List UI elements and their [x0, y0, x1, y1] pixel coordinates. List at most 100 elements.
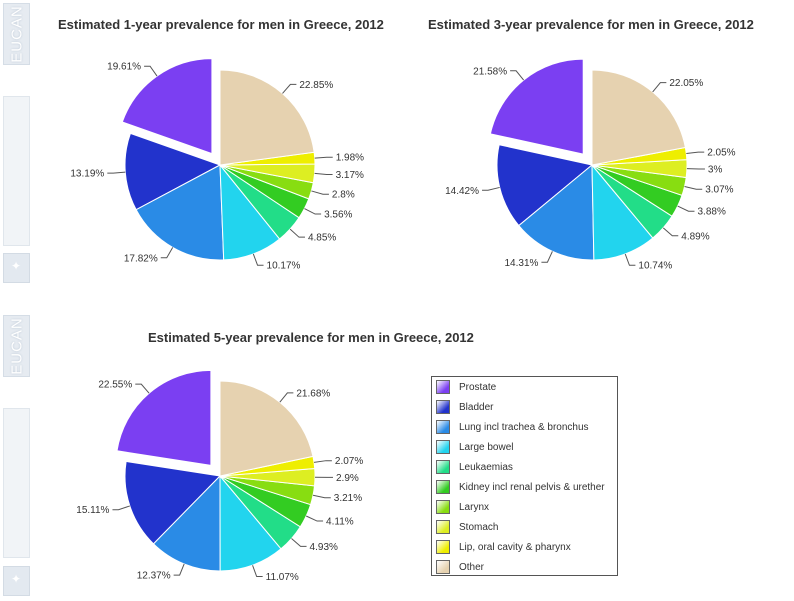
pie-data-label: 11.07% — [266, 572, 299, 583]
legend-label: Larynx — [459, 501, 490, 513]
pie-leader-line — [144, 65, 158, 77]
legend-item-other[interactable]: Other — [436, 559, 484, 575]
legend-swatch — [436, 520, 450, 534]
legend-label: Lip, oral cavity & pharynx — [459, 541, 571, 553]
pie-data-label: 10.17% — [267, 261, 301, 272]
pie-leader-line — [282, 83, 297, 94]
pie-data-label: 13.19% — [70, 169, 104, 180]
pie-data-label: 3.17% — [336, 170, 364, 181]
pie-leader-line — [313, 460, 332, 463]
eu-flag-icon — [3, 566, 30, 596]
pie-leader-line — [314, 156, 333, 159]
pie-leader-line — [311, 190, 329, 195]
pie-data-label: 2.8% — [332, 190, 355, 201]
legend-label: Leukaemias — [459, 461, 513, 473]
legend-swatch — [436, 400, 450, 414]
legend-item-bladder[interactable]: Bladder — [436, 399, 493, 415]
legend-item-stomach[interactable]: Stomach — [436, 519, 498, 535]
pie-leader-line — [289, 228, 305, 238]
legend-item-kidney[interactable]: Kidney incl renal pelvis & urether — [436, 479, 605, 495]
pie-leader-line — [312, 494, 331, 499]
pie-leader-line — [252, 565, 263, 578]
legend-item-leukaemias[interactable]: Leukaemias — [436, 459, 513, 475]
pie-data-label: 3.88% — [697, 207, 725, 218]
legend-swatch — [436, 420, 450, 434]
pie-leader-line — [305, 515, 324, 522]
pie-data-label: 22.05% — [669, 78, 703, 89]
pie-leader-line — [107, 171, 126, 174]
legend-swatch — [436, 500, 450, 514]
legend-swatch — [436, 560, 450, 574]
pie-leader-line — [541, 251, 553, 263]
legend-label: Prostate — [459, 381, 497, 393]
pie-leader-line — [279, 392, 294, 403]
legend-label: Lung incl trachea & bronchus — [459, 421, 589, 433]
pie-slice-prostate[interactable] — [116, 369, 212, 466]
legend-item-lung[interactable]: Lung incl trachea & bronchus — [436, 419, 589, 435]
pie-data-label: 10.74% — [638, 261, 672, 272]
legend-label: Kidney incl renal pelvis & urether — [459, 481, 605, 493]
pie-leader-line — [684, 186, 703, 190]
chart-legend: Prostate Bladder Lung incl trachea & bro… — [431, 376, 618, 576]
pie-data-label: 4.85% — [308, 233, 336, 244]
pie-data-label: 21.58% — [473, 66, 507, 77]
pie-leader-line — [652, 82, 667, 93]
pie-data-label: 2.9% — [336, 473, 359, 484]
pie-data-label: 4.93% — [310, 542, 338, 553]
pie-slice-lung-incl-trachea-bronchus[interactable] — [518, 163, 595, 261]
legend-swatch — [436, 460, 450, 474]
pie-leader-line — [510, 70, 525, 81]
legend-item-large-bowel[interactable]: Large bowel — [436, 439, 513, 455]
eu-flag-icon — [3, 253, 30, 283]
pie-data-label: 4.11% — [326, 517, 354, 528]
chart-title-1-year: Estimated 1-year prevalence for men in G… — [58, 17, 384, 32]
chart-title-5-year: Estimated 5-year prevalence for men in G… — [148, 330, 474, 345]
pie-leader-line — [662, 227, 679, 237]
chart-title-3-year: Estimated 3-year prevalence for men in G… — [428, 17, 754, 32]
legend-label: Bladder — [459, 401, 494, 413]
pie-data-label: 3% — [708, 165, 723, 176]
pie-slice-prostate[interactable] — [489, 58, 584, 155]
pie-data-label: 19.61% — [107, 62, 141, 73]
pie-leader-line — [624, 253, 636, 266]
pie-slice-prostate[interactable] — [121, 58, 213, 155]
pie-slice-large-bowel[interactable] — [219, 474, 282, 572]
pie-leader-line — [291, 538, 307, 547]
pie-data-label: 3.07% — [705, 185, 733, 196]
pie-leader-line — [173, 563, 185, 576]
pie-leader-line — [677, 205, 695, 212]
pie-data-label: 15.11% — [76, 505, 109, 516]
iarc-who-logo — [3, 96, 30, 246]
pie-slice-bladder[interactable] — [496, 144, 594, 227]
legend-item-lip-oral-cavity[interactable]: Lip, oral cavity & pharynx — [436, 539, 571, 555]
pie-data-label: 3.56% — [324, 210, 352, 221]
pie-slice-bladder[interactable] — [124, 460, 222, 545]
pie-data-label: 1.98% — [336, 153, 364, 164]
pie-leader-line — [160, 247, 174, 259]
pie-data-label: 14.42% — [445, 186, 479, 197]
iarc-who-logo — [3, 408, 30, 558]
pie-leader-line — [112, 505, 131, 511]
pie-data-label: 2.07% — [335, 456, 363, 467]
legend-item-prostate[interactable]: Prostate — [436, 379, 496, 395]
legend-swatch — [436, 540, 450, 554]
pie-data-label: 17.82% — [124, 253, 158, 264]
pie-data-label: 21.68% — [296, 388, 330, 399]
pie-data-label: 2.05% — [707, 148, 735, 159]
pie-data-label: 12.37% — [137, 571, 171, 582]
pie-data-label: 3.21% — [334, 493, 362, 504]
pie-leader-line — [314, 172, 333, 176]
pie-data-label: 4.89% — [681, 231, 709, 242]
legend-swatch — [436, 480, 450, 494]
pie-leader-line — [135, 383, 150, 394]
pie-slice-other[interactable] — [219, 69, 315, 166]
legend-item-larynx[interactable]: Larynx — [436, 499, 489, 515]
legend-label: Large bowel — [459, 441, 514, 453]
eucan-logo: EUCAN — [3, 3, 30, 65]
pie-data-label: 14.31% — [504, 258, 538, 269]
pie-slice-other[interactable] — [591, 69, 686, 166]
pie-slice-lung-incl-trachea-bronchus[interactable] — [152, 474, 221, 572]
